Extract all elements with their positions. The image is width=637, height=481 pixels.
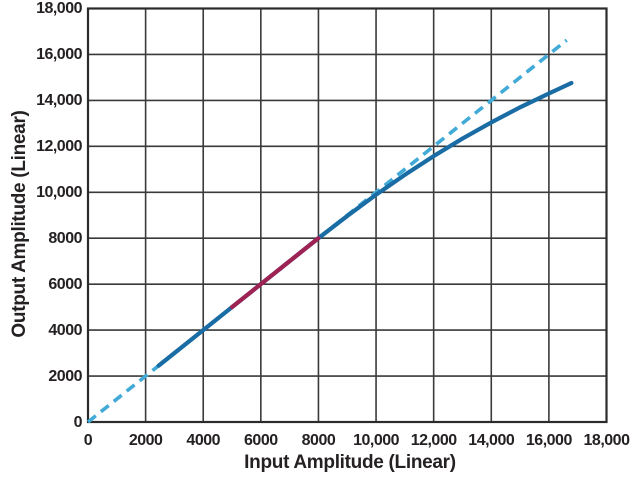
- y-tick-label-9: 18,000: [36, 0, 82, 17]
- x-tick-label-2: 4000: [186, 432, 221, 449]
- y-tick-label-5: 10,000: [36, 183, 82, 201]
- y-tick-label-1: 2000: [48, 367, 82, 385]
- y-tick-label-3: 6000: [48, 275, 82, 293]
- plot-border: [86, 7, 608, 424]
- x-tick-label-8: 16,000: [525, 432, 572, 449]
- x-tick-label-5: 10,000: [353, 432, 400, 449]
- y-axis-title: Output Amplitude (Linear): [9, 110, 30, 338]
- y-tick-label-0: 0: [73, 413, 83, 431]
- series-compressed-output-curve: [156, 80, 574, 368]
- data-series: [86, 38, 574, 424]
- x-tick-label-4: 8000: [301, 432, 336, 449]
- x-tick-label-3: 6000: [244, 432, 278, 449]
- gridlines: [88, 8, 607, 422]
- y-tick-label-6: 12,000: [36, 137, 82, 155]
- y-tick-label-7: 14,000: [36, 91, 82, 109]
- y-tick-label-8: 16,000: [36, 45, 82, 63]
- y-tick-label-4: 8000: [48, 229, 82, 247]
- x-tick-label-0: 0: [83, 432, 93, 449]
- x-tick-label-7: 14,000: [468, 432, 515, 449]
- x-axis-title: Input Amplitude (Linear): [244, 452, 456, 473]
- x-tick-label-9: 18,000: [583, 432, 630, 449]
- x-tick-label-6: 12,000: [410, 432, 457, 449]
- y-tick-label-2: 4000: [48, 321, 82, 339]
- series-highlighted-linear-segment: [229, 236, 321, 310]
- x-tick-label-1: 2000: [128, 432, 163, 449]
